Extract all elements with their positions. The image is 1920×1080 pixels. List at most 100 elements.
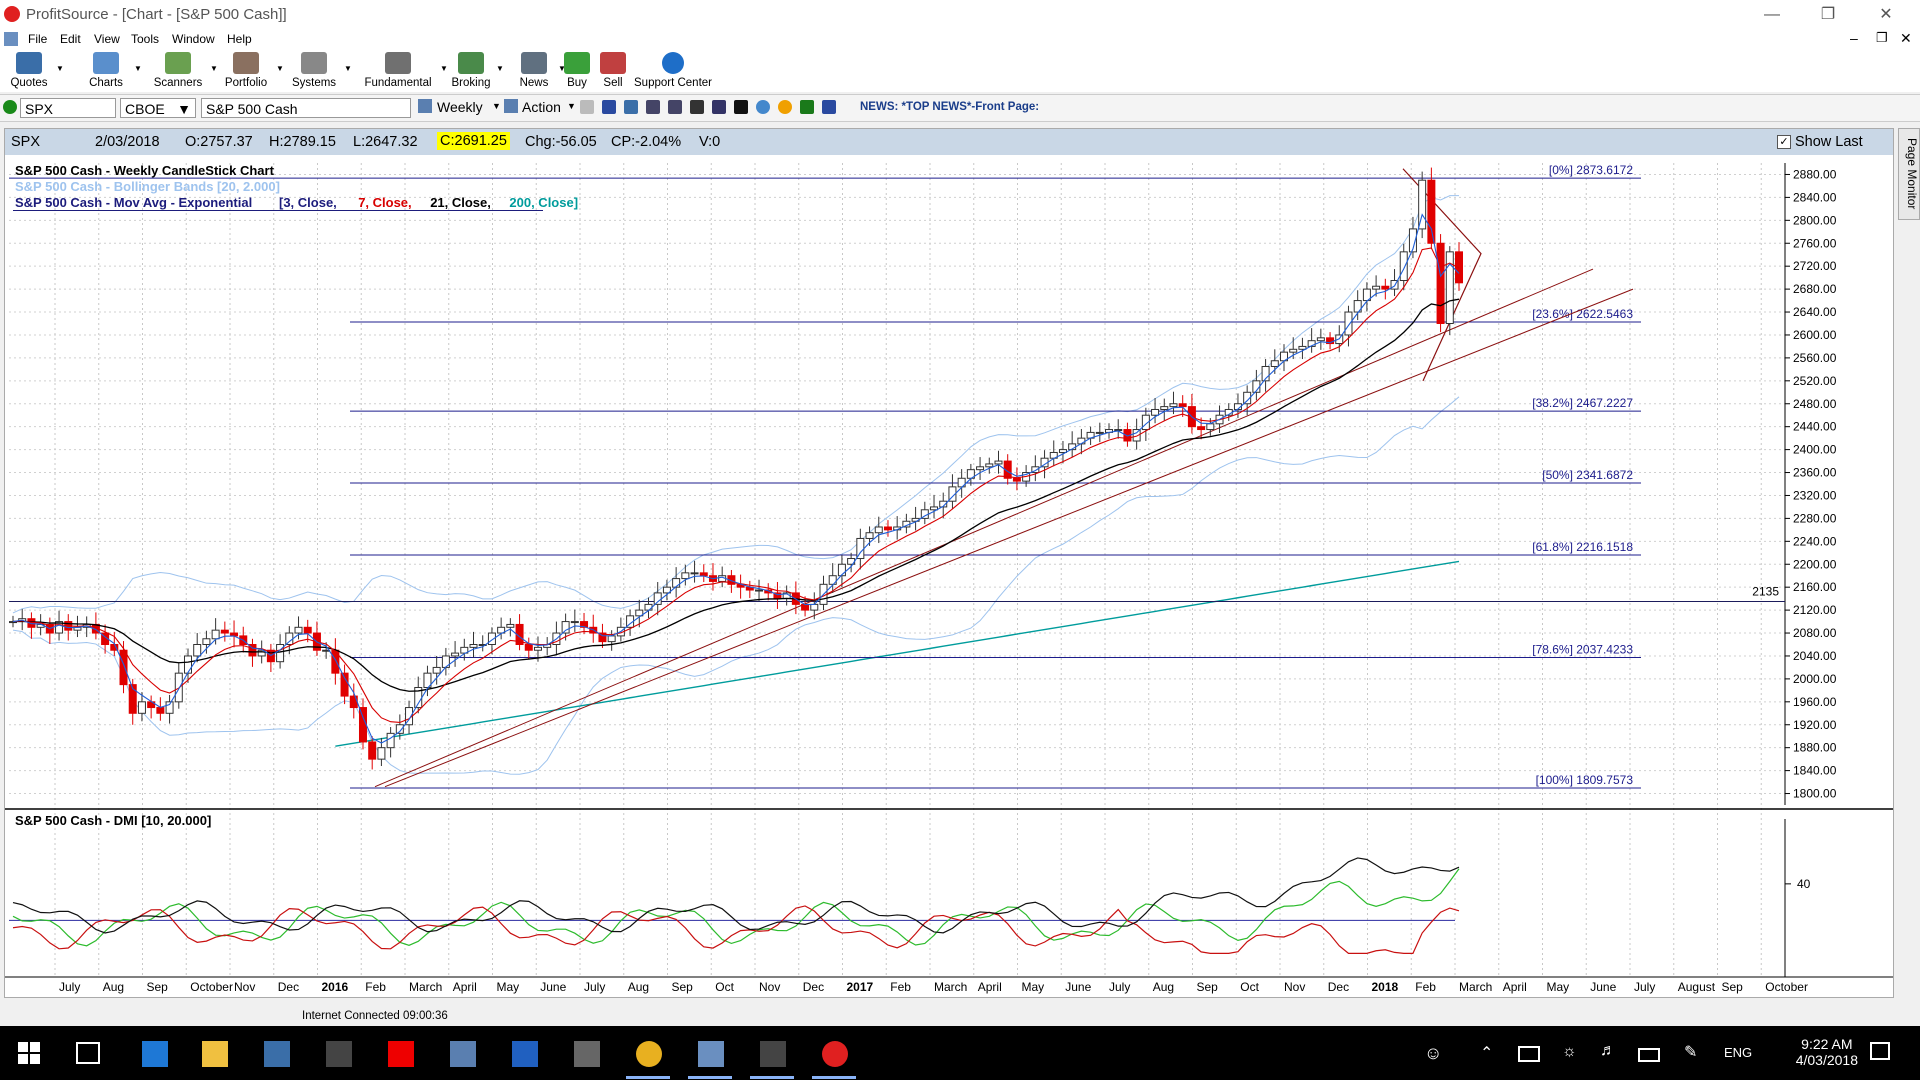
- chevron-down-icon[interactable]: ▼: [496, 64, 504, 73]
- chevron-up-icon[interactable]: ⌃: [1480, 1045, 1494, 1062]
- toolbar-quotes-button[interactable]: Quotes: [4, 50, 54, 92]
- close-icon[interactable]: ✕: [1879, 6, 1893, 23]
- draw-icon[interactable]: [712, 100, 726, 114]
- chevron-down-icon[interactable]: ▼: [492, 101, 501, 111]
- menu-view[interactable]: View: [94, 32, 120, 46]
- documents-icon[interactable]: [684, 1026, 736, 1080]
- task-view-icon[interactable]: [76, 1042, 100, 1064]
- toolbar-fundamental-button[interactable]: Fundamental: [358, 50, 438, 92]
- camera-icon[interactable]: [560, 1026, 612, 1080]
- paint-icon[interactable]: [436, 1026, 488, 1080]
- restore-icon[interactable]: ❐: [1820, 6, 1836, 23]
- battery-icon[interactable]: [1638, 1048, 1660, 1062]
- chevron-down-icon[interactable]: ▼: [56, 64, 64, 73]
- quote-volume: V:0: [699, 134, 721, 150]
- time-axis-label: Feb: [365, 980, 386, 994]
- print-icon[interactable]: [580, 100, 594, 114]
- chevron-down-icon[interactable]: ▼: [134, 64, 142, 73]
- price-tick-label: 2400.00: [1793, 443, 1837, 457]
- toolbar-broking-button[interactable]: Broking: [448, 50, 494, 92]
- ema21-line: [12, 298, 1460, 692]
- toolbar-news-button[interactable]: News: [512, 50, 556, 92]
- candle-body: [1455, 251, 1463, 284]
- mdi-restore-icon[interactable]: ❐: [1876, 30, 1888, 45]
- settings-icon[interactable]: [668, 100, 682, 114]
- chevron-down-icon[interactable]: ▼: [276, 64, 284, 73]
- mdi-close-icon[interactable]: ✕: [1900, 30, 1912, 46]
- system-clock[interactable]: 9:22 AM 4/03/2018: [1796, 1036, 1858, 1068]
- notification-icon[interactable]: [1870, 1042, 1890, 1060]
- trend-icon[interactable]: [800, 100, 814, 114]
- tools-icon[interactable]: [690, 100, 704, 114]
- news-ticker[interactable]: NEWS: *TOP NEWS*-Front Page:: [860, 101, 1040, 113]
- people-icon[interactable]: ☺: [1424, 1043, 1443, 1063]
- star-icon[interactable]: [778, 100, 792, 114]
- chevron-down-icon[interactable]: ▼: [210, 64, 218, 73]
- zoom-icon[interactable]: [646, 100, 660, 114]
- fib-level-label: [0%] 2873.6172: [1549, 163, 1633, 177]
- candle-body: [570, 621, 579, 624]
- mdi-minimize-icon[interactable]: –: [1850, 30, 1858, 46]
- menu-file[interactable]: File: [28, 32, 48, 46]
- pen-icon[interactable]: ✎: [1684, 1044, 1698, 1061]
- price-tick-label: 2720.00: [1793, 259, 1837, 273]
- go-icon[interactable]: [3, 100, 17, 114]
- time-axis-label: Nov: [759, 980, 780, 994]
- toolbar-support-center-button[interactable]: Support Center: [634, 50, 712, 92]
- candle-body: [1003, 460, 1012, 479]
- chevron-down-icon[interactable]: ▼: [567, 101, 576, 111]
- info-icon[interactable]: [822, 100, 836, 114]
- legend-underline: [13, 210, 543, 211]
- menu-edit[interactable]: Edit: [60, 32, 81, 46]
- menu-window[interactable]: Window: [172, 32, 215, 46]
- toolbar-sell-button[interactable]: Sell: [596, 50, 630, 92]
- indicator-icon[interactable]: [734, 100, 748, 114]
- save-icon[interactable]: [624, 100, 638, 114]
- wifi-icon[interactable]: ☼: [1562, 1043, 1577, 1060]
- candle-body: [1353, 300, 1362, 313]
- chrome-icon[interactable]: [622, 1026, 674, 1080]
- fib-level-label: [78.6%] 2037.4233: [1532, 642, 1633, 656]
- candle-body: [837, 563, 846, 577]
- period-select[interactable]: Weekly: [437, 99, 483, 115]
- chevron-down-icon[interactable]: ▼: [440, 64, 448, 73]
- toolbar-label: Buy: [567, 77, 587, 89]
- volume-icon[interactable]: ♬: [1600, 1042, 1616, 1059]
- systems-icon: [301, 52, 327, 74]
- security-name-field[interactable]: S&P 500 Cash: [201, 98, 411, 118]
- menu-tools[interactable]: Tools: [131, 32, 160, 46]
- windows-start-icon[interactable]: [18, 1042, 40, 1064]
- toolbar-portfolio-button[interactable]: Portfolio: [218, 50, 274, 92]
- edge-icon[interactable]: [128, 1026, 180, 1080]
- k-app-icon[interactable]: [374, 1026, 426, 1080]
- chevron-down-icon[interactable]: ▼: [344, 64, 352, 73]
- keyboard-icon[interactable]: [1518, 1046, 1540, 1062]
- bollinger-lower-line: [12, 396, 1460, 775]
- candle-body: [865, 532, 874, 539]
- show-last-checkbox[interactable]: ✓: [1777, 135, 1791, 149]
- price-chart[interactable]: 1800.00 1840.00 1880.00 1920.00 1960.00 2000.…: [5, 157, 1893, 997]
- toolbar-scanners-button[interactable]: Scanners: [148, 50, 208, 92]
- calculator-icon[interactable]: [312, 1026, 364, 1080]
- file-explorer-icon[interactable]: [188, 1026, 240, 1080]
- price-tick-label: 2600.00: [1793, 328, 1837, 342]
- profitsource-icon[interactable]: [808, 1026, 860, 1080]
- menu-help[interactable]: Help: [227, 32, 252, 46]
- defender-icon[interactable]: [498, 1026, 550, 1080]
- language-indicator[interactable]: ENG: [1724, 1045, 1753, 1060]
- minimize-icon[interactable]: —: [1764, 6, 1780, 23]
- toolbar-systems-button[interactable]: Systems: [286, 50, 342, 92]
- toolbar-buy-button[interactable]: Buy: [564, 50, 590, 92]
- bulb-icon[interactable]: [756, 100, 770, 114]
- price-tick-label: 2160.00: [1793, 580, 1837, 594]
- action-menu[interactable]: Action: [522, 99, 561, 115]
- symbol-input[interactable]: SPX: [20, 98, 116, 118]
- store-icon[interactable]: [250, 1026, 302, 1080]
- chevron-down-icon[interactable]: ▼: [558, 64, 566, 73]
- go-app-icon[interactable]: [746, 1026, 798, 1080]
- candle-body: [276, 644, 285, 663]
- exchange-select[interactable]: CBOE ▼: [120, 98, 196, 118]
- page-monitor-tab[interactable]: Page Monitor: [1898, 128, 1920, 220]
- toolbar-charts-button[interactable]: Charts: [80, 50, 132, 92]
- target-icon[interactable]: [602, 100, 616, 114]
